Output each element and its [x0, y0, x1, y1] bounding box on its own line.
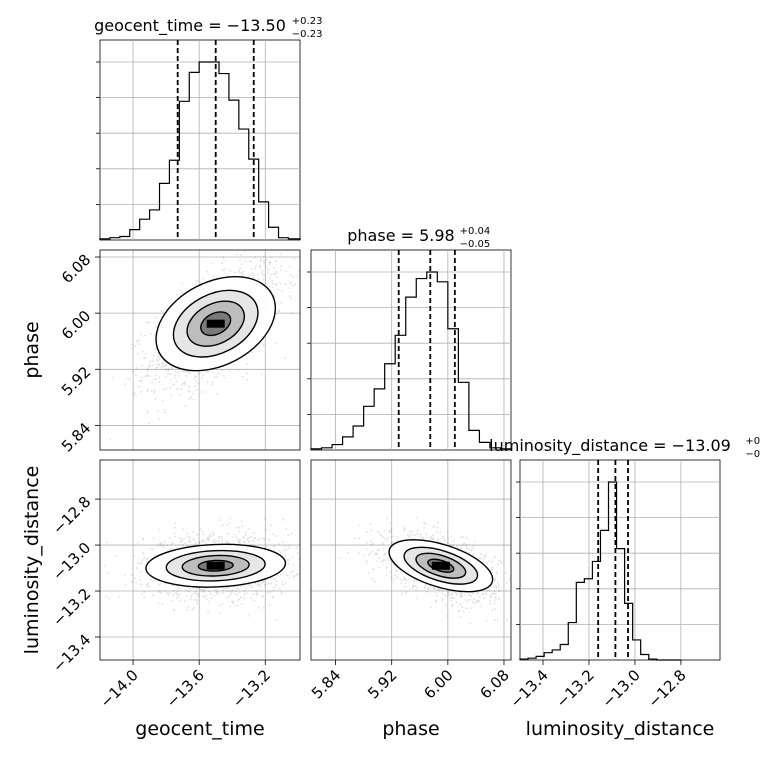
x-tick-label: −12.8 [645, 666, 690, 711]
panel-frame [310, 249, 512, 451]
x-tick-label: −14.0 [97, 666, 142, 711]
x-tick-label: −13.2 [229, 666, 274, 711]
title-luminosity_distance: luminosity_distance = −13.09 [489, 436, 731, 456]
scatter-panel-geocent_time-phase [99, 249, 301, 451]
scatter-panel-geocent_time-luminosity_distance [99, 459, 301, 661]
panel-frame [99, 39, 301, 241]
y-tick-label: 6.08 [58, 251, 94, 287]
panel-frame [99, 459, 301, 661]
panel-content [339, 516, 511, 625]
hist-panel-geocent_time [96, 39, 301, 241]
y-axis-label-luminosity_distance: luminosity_distance [21, 466, 43, 655]
hist-panel-luminosity_distance [516, 459, 721, 661]
title-upper-error: +0.04 [460, 226, 491, 237]
y-tick-label: 6.00 [58, 307, 94, 343]
histogram-geocent_time [99, 61, 301, 240]
x-tick-label: 5.84 [308, 666, 344, 702]
y-tick-label: −13.0 [49, 539, 94, 584]
x-tick-label: −13.0 [599, 666, 644, 711]
density-peak [206, 319, 225, 328]
panel-frame [310, 459, 512, 661]
x-axis-label-geocent_time: geocent_time [135, 718, 264, 740]
panel-content [109, 250, 300, 440]
scatter-panel-phase-luminosity_distance [310, 459, 512, 661]
title-geocent_time: geocent_time = −13.50 [94, 16, 286, 36]
x-tick-label: −13.4 [507, 666, 552, 711]
x-axis-label-phase: phase [382, 718, 439, 740]
x-axis-label-luminosity_distance: luminosity_distance [526, 718, 715, 740]
scatter-points [339, 516, 511, 625]
x-tick-label: 6.00 [420, 666, 456, 702]
panel-content [100, 517, 300, 621]
density-peak [206, 561, 225, 570]
x-tick-label: 5.92 [364, 666, 400, 702]
y-axis-label-phase: phase [21, 321, 43, 378]
title-lower-error: −0.05 [460, 239, 491, 250]
title-upper-error: +0.06 [745, 436, 760, 447]
panel-frame [519, 459, 721, 661]
histogram-luminosity_distance [519, 481, 681, 661]
title-phase: phase = 5.98 [347, 226, 454, 245]
x-tick-label: −13.2 [553, 666, 598, 711]
title-lower-error: −0.23 [292, 29, 323, 40]
x-tick-label: −13.6 [163, 666, 208, 711]
y-tick-label: −13.4 [49, 631, 94, 676]
title-upper-error: +0.23 [292, 16, 323, 27]
histogram-phase [310, 271, 512, 450]
hist-panel-phase [307, 249, 512, 451]
y-tick-label: 5.84 [58, 419, 94, 455]
y-tick-label: −12.8 [49, 493, 94, 538]
y-tick-label: 5.92 [58, 363, 94, 399]
title-lower-error: −0.07 [745, 449, 760, 460]
panel-frame [99, 249, 301, 451]
density-peak [431, 561, 450, 570]
y-tick-label: −13.2 [49, 585, 94, 630]
